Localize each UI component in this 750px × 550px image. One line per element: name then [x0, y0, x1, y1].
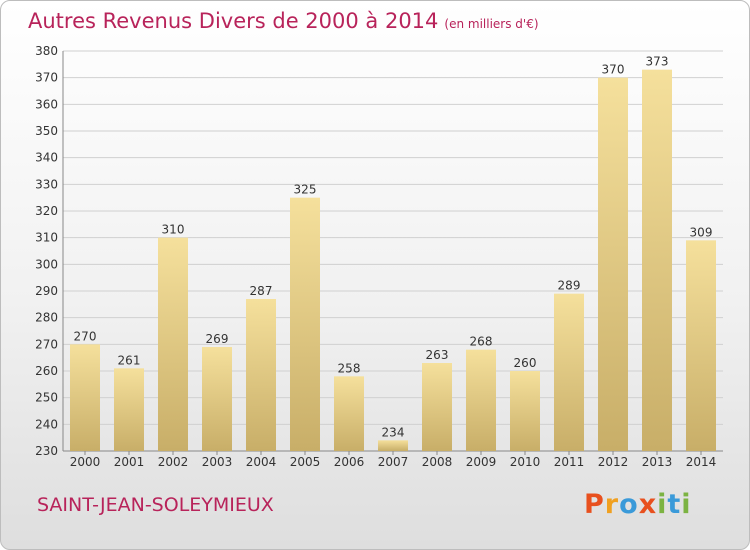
x-tick-label: 2006	[334, 455, 365, 469]
bar-2008	[422, 363, 452, 451]
bar-2013	[642, 69, 672, 452]
y-tick-label: 230	[35, 444, 58, 458]
y-tick-label: 290	[35, 284, 58, 298]
data-label-2005: 325	[294, 183, 317, 197]
data-label-2011: 289	[558, 279, 581, 293]
logo-letter: P	[584, 489, 605, 520]
data-label-2012: 370	[602, 63, 625, 77]
data-label-2013: 373	[646, 55, 669, 69]
x-tick-label: 2014	[686, 455, 717, 469]
logo-letter: r	[604, 489, 620, 520]
y-tick-label: 350	[35, 124, 58, 138]
axes: 230 240 250 260 270 280 290 300 310 320 330 340 350 3…	[35, 44, 723, 469]
data-labels: 270 261 310 269 287 325 258 234 263 268 260 289 370 3…	[74, 55, 713, 440]
y-tick-label: 310	[35, 231, 58, 245]
x-tick-label: 2011	[554, 455, 585, 469]
y-tick-label: 380	[35, 44, 58, 58]
x-tick-label: 2013	[642, 455, 673, 469]
y-tick-label: 240	[35, 417, 58, 431]
bar-2010	[510, 371, 540, 451]
x-tick-label: 2010	[510, 455, 541, 469]
data-label-2002: 310	[162, 223, 185, 237]
chart-title-unit: (en milliers d'€)	[444, 17, 539, 31]
y-tick-label: 270	[35, 337, 58, 351]
x-tick-label: 2012	[598, 455, 629, 469]
bar-2005	[290, 197, 320, 451]
data-label-2009: 268	[470, 335, 493, 349]
bar-2011	[554, 293, 584, 451]
bar-2012	[598, 77, 628, 452]
logo-letter: t	[667, 489, 682, 520]
x-tick-label: 2005	[290, 455, 321, 469]
x-tick-label: 2008	[422, 455, 453, 469]
data-label-2003: 269	[206, 332, 229, 346]
y-tick-label: 280	[35, 311, 58, 325]
x-tick-label: 2001	[114, 455, 145, 469]
x-tick-label: 2002	[158, 455, 189, 469]
chart-title-text: Autres Revenus Divers de 2000 à 2014	[28, 9, 439, 33]
bar-2001	[114, 368, 144, 451]
bar-2006	[334, 376, 364, 451]
data-label-2006: 258	[338, 361, 361, 375]
y-tick-label: 330	[35, 177, 58, 191]
x-tick-label: 2003	[202, 455, 233, 469]
y-tick-label: 360	[35, 97, 58, 111]
location-name: SAINT-JEAN-SOLEYMIEUX	[37, 494, 274, 516]
y-tick-label: 260	[35, 364, 58, 378]
y-tick-label: 250	[35, 391, 58, 405]
bar-2004	[246, 299, 276, 451]
chart-title: Autres Revenus Divers de 2000 à 2014 (en …	[28, 9, 539, 33]
data-label-2000: 270	[74, 329, 97, 343]
x-tick-label: 2007	[378, 455, 409, 469]
y-tick-label: 320	[35, 204, 58, 218]
logo-letter: i	[657, 489, 668, 520]
x-tick-label: 2000	[70, 455, 101, 469]
bar-2014	[686, 240, 716, 451]
data-label-2010: 260	[514, 356, 537, 370]
bar-2000	[70, 344, 100, 451]
y-tick-label: 300	[35, 257, 58, 271]
data-label-2001: 261	[118, 353, 141, 367]
proxiti-logo: Proxiti	[584, 489, 692, 520]
bar-2002	[158, 237, 188, 451]
data-label-2008: 263	[426, 348, 449, 362]
x-tick-label: 2004	[246, 455, 277, 469]
data-label-2014: 309	[690, 225, 713, 239]
bar-2003	[202, 347, 232, 451]
y-tick-label: 340	[35, 151, 58, 165]
data-label-2007: 234	[382, 425, 405, 439]
logo-letter: i	[681, 489, 692, 520]
bar-2007	[378, 440, 408, 451]
y-tick-label: 370	[35, 71, 58, 85]
logo-letter: x	[638, 489, 658, 520]
x-tick-label: 2009	[466, 455, 497, 469]
bars	[70, 69, 716, 452]
logo-letter: o	[619, 489, 639, 520]
data-label-2004: 287	[250, 284, 273, 298]
bar-2009	[466, 349, 496, 451]
